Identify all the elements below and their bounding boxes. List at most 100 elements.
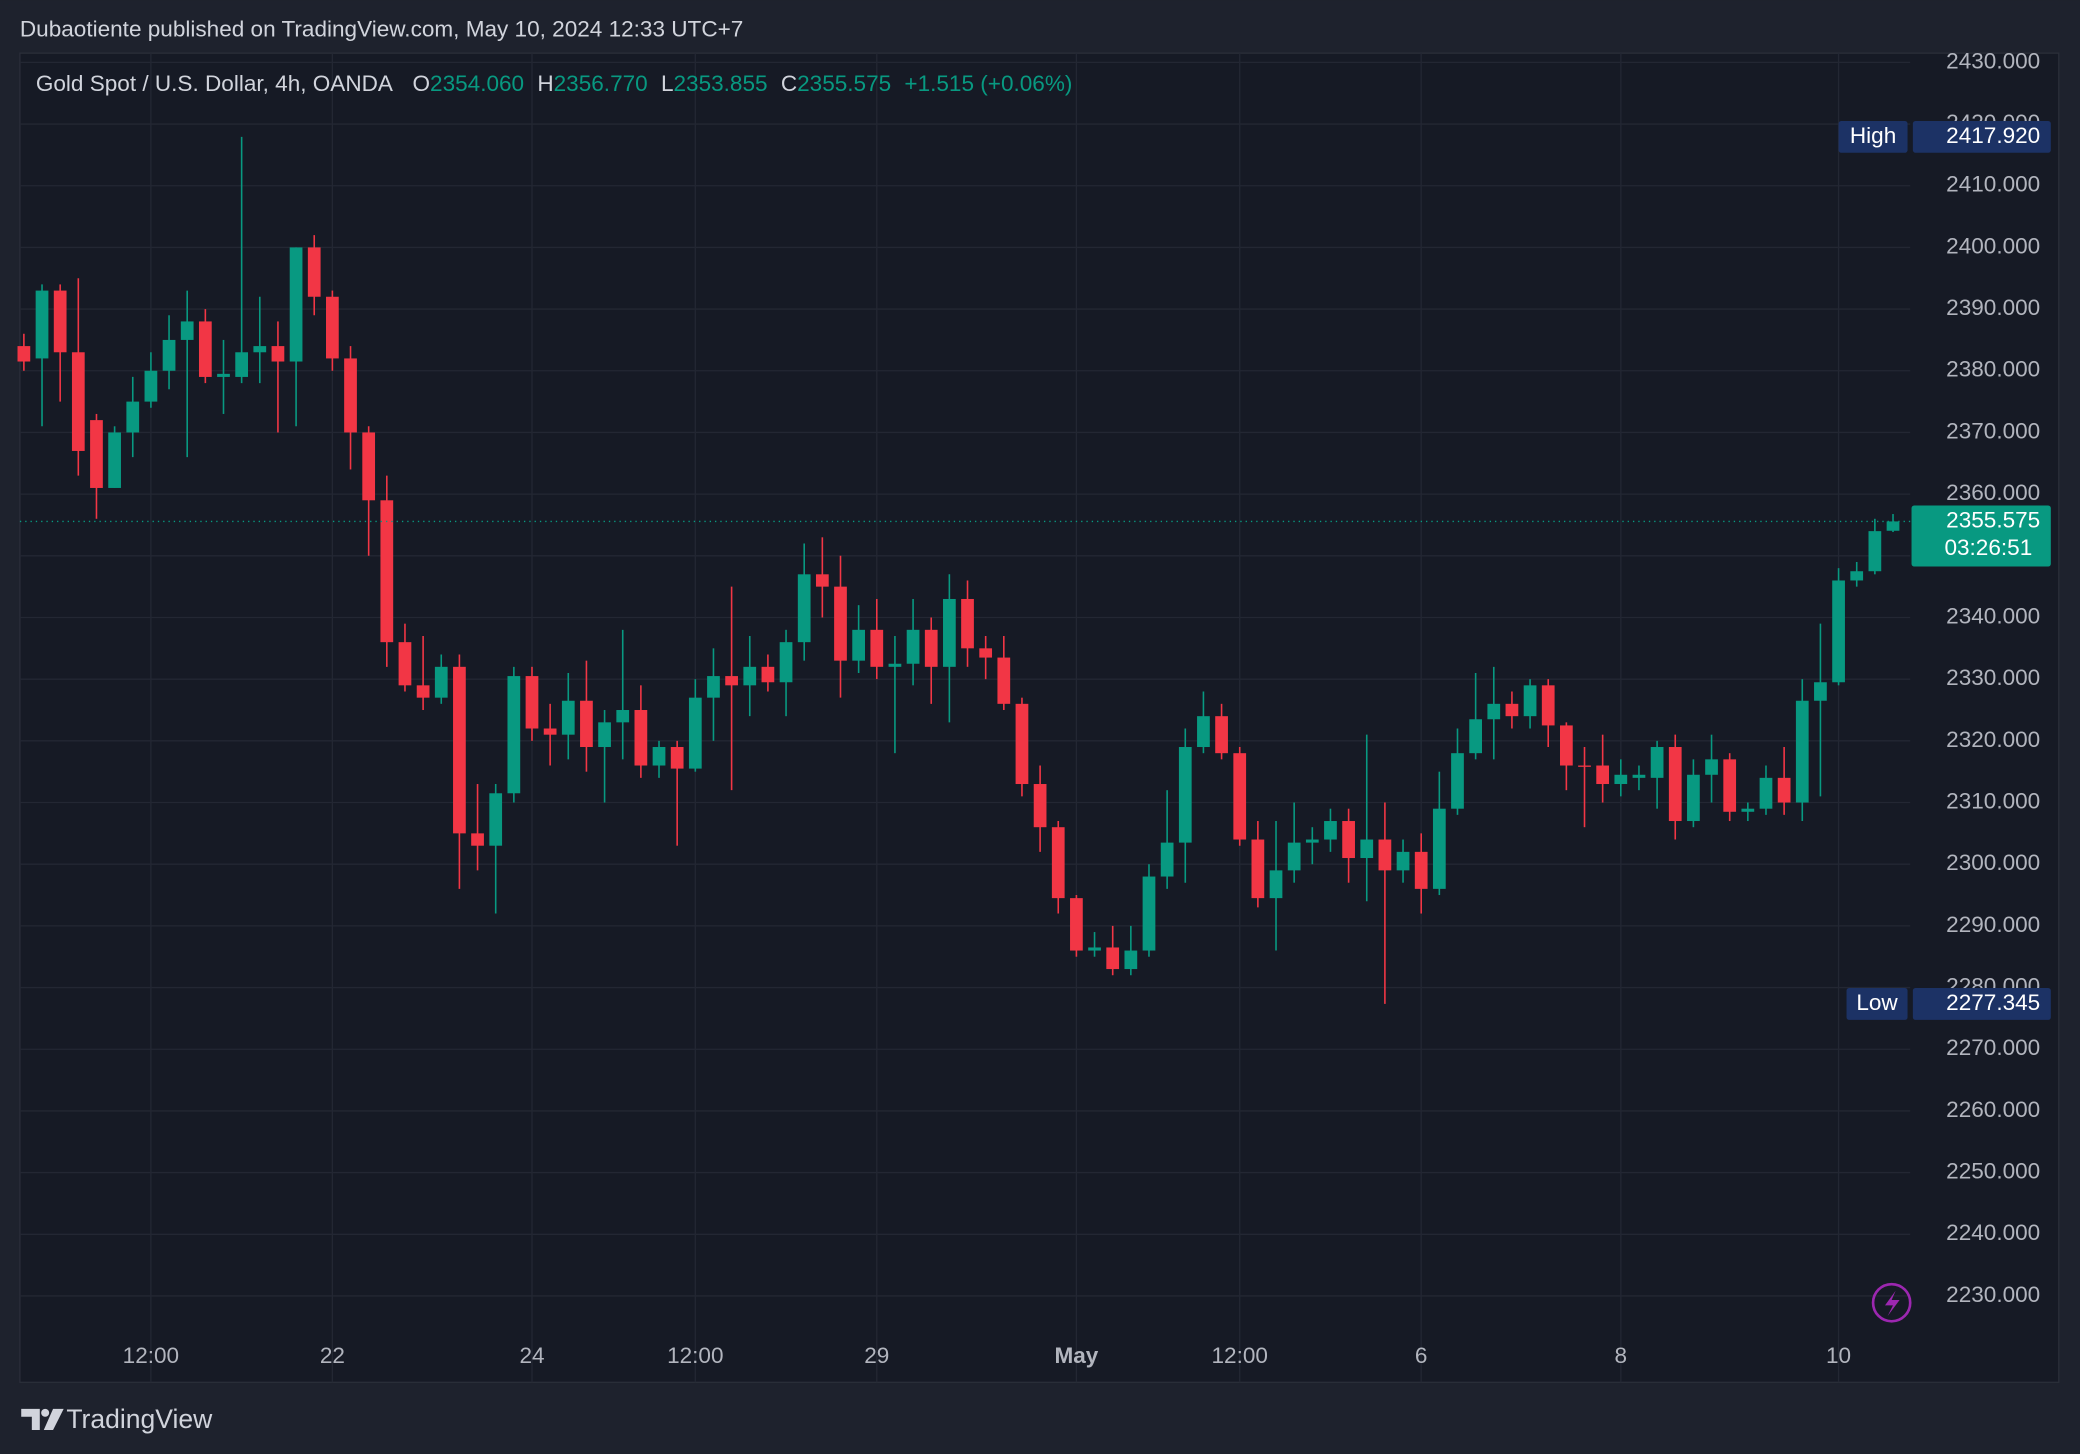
overlay: 2230.000 2240.000 2250.000 2260.000 2270.000… — [19, 48, 2051, 1368]
x-tick-label: 12:00 — [667, 1343, 723, 1368]
y-tick-label: 2310.000 — [1946, 788, 2040, 813]
candle-body — [35, 290, 49, 359]
alert-icon[interactable] — [1871, 1282, 1912, 1323]
candle-body — [1487, 703, 1501, 720]
y-tick-label: 2340.000 — [1946, 603, 2040, 628]
candle-body — [507, 676, 521, 794]
marker-value-badge — [1912, 988, 2051, 1020]
candle-body — [543, 728, 557, 735]
candle-body — [1269, 870, 1283, 899]
candle-body — [1396, 851, 1410, 871]
candle-body — [961, 598, 974, 649]
candle-body — [1178, 747, 1192, 843]
legend-value: 2355.575 — [797, 71, 891, 96]
candle-body — [1051, 827, 1065, 899]
candle-body — [1070, 898, 1083, 951]
candle-body — [1215, 716, 1228, 754]
candle-body — [235, 352, 249, 377]
candles — [17, 136, 1900, 1004]
candle-body — [834, 586, 847, 661]
candle-body — [53, 290, 67, 353]
candle-body — [471, 833, 484, 846]
candle-body — [598, 722, 611, 748]
y-tick-label: 2290.000 — [1946, 912, 2040, 937]
candle-body — [489, 793, 503, 846]
tradingview-logo[interactable]: TradingView — [21, 1404, 213, 1434]
candle-body — [1868, 531, 1882, 572]
candle-body — [416, 685, 430, 698]
candle-body — [779, 642, 793, 683]
candle-body — [1033, 784, 1047, 828]
candle-body — [1814, 682, 1827, 701]
y-tick-label: 2240.000 — [1946, 1220, 2040, 1245]
candle-body — [344, 358, 357, 433]
y-tick-label: 2360.000 — [1946, 480, 2040, 505]
candle-body — [1106, 947, 1120, 970]
candle-body — [634, 710, 648, 766]
marker-label: Low — [1856, 990, 1898, 1015]
candle-body — [1886, 521, 1900, 531]
candle-body — [1578, 765, 1591, 767]
candle-body — [162, 339, 176, 371]
legend-change: +1.515 (+0.06%) — [904, 71, 1072, 96]
candle-body — [1124, 950, 1138, 970]
candle-body — [1614, 774, 1628, 785]
candle-body — [1360, 839, 1374, 859]
legend-key: L — [661, 71, 674, 96]
legend-symbol: Gold Spot / U.S. Dollar, 4h, OANDA — [36, 71, 393, 96]
candle-body — [253, 346, 267, 353]
grid — [19, 53, 1911, 1383]
y-tick-label: 2330.000 — [1946, 665, 2040, 690]
candle-body — [997, 657, 1011, 704]
candle-body — [797, 574, 811, 643]
last-price-badge — [1911, 505, 2051, 567]
countdown-label: 03:26:51 — [1944, 535, 2032, 560]
x-tick-label: 24 — [519, 1343, 544, 1368]
candle-body — [434, 666, 448, 698]
candle-body — [924, 629, 938, 667]
chart-frame — [19, 52, 2060, 1383]
candle-body — [144, 370, 158, 402]
y-tick-label: 2370.000 — [1946, 418, 2040, 443]
candle-body — [90, 420, 103, 488]
candle-body — [906, 629, 920, 664]
candle-body — [616, 710, 630, 723]
candle-body — [852, 629, 866, 661]
candle-body — [1668, 747, 1682, 822]
y-tick-label: 2400.000 — [1946, 233, 2040, 258]
candle-body — [561, 700, 575, 735]
candle-body — [1197, 716, 1210, 748]
footer-brand: TradingView — [66, 1404, 213, 1434]
candle-body — [198, 321, 212, 377]
candle-body — [108, 432, 121, 488]
candle-body — [888, 663, 902, 667]
legend-value: 2356.770 — [554, 71, 648, 96]
y-tick-label: 2250.000 — [1946, 1159, 2040, 1184]
legend: Gold Spot / U.S. Dollar, 4h, OANDA O2354… — [36, 71, 1073, 96]
candle-body — [1251, 839, 1265, 899]
candle-body — [1723, 759, 1737, 812]
candle-body — [815, 574, 829, 587]
candle-body — [1850, 571, 1864, 581]
candle-body — [1832, 580, 1845, 683]
candle-body — [688, 697, 702, 769]
x-tick-label: 12:00 — [123, 1343, 179, 1368]
y-tick-label: 2430.000 — [1946, 48, 2040, 73]
candle-body — [979, 648, 993, 658]
candle-body — [1160, 842, 1174, 877]
legend-key: C — [781, 71, 797, 96]
candle-body — [761, 666, 775, 683]
candle-body — [707, 676, 720, 698]
candle-body — [1541, 685, 1555, 726]
candle-body — [1378, 839, 1392, 871]
y-tick-label: 2270.000 — [1946, 1035, 2040, 1060]
y-tick-label: 2230.000 — [1946, 1282, 2040, 1307]
marker-value-badge — [1912, 120, 2051, 153]
y-tick-label: 2320.000 — [1946, 727, 2040, 752]
candle-body — [670, 747, 684, 769]
legend-key: H — [537, 71, 553, 96]
candle-body — [1777, 777, 1791, 803]
y-tick-label: 2410.000 — [1946, 172, 2040, 197]
